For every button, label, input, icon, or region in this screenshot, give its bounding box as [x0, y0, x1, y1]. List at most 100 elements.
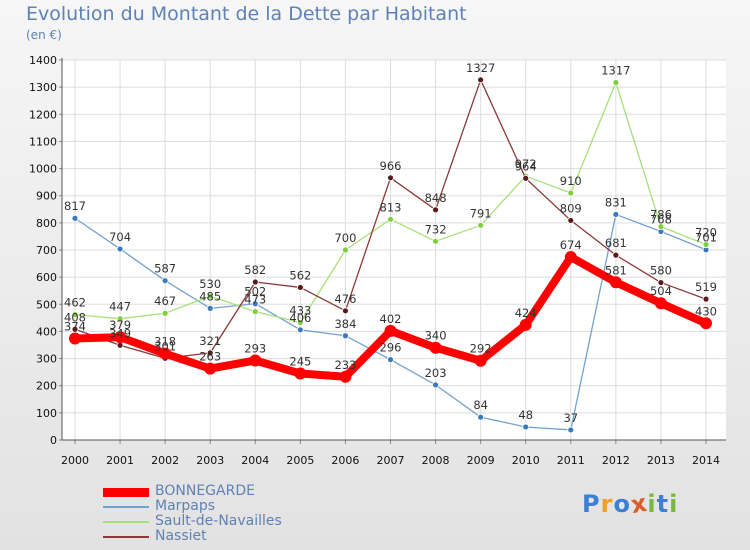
legend-label: BONNEGARDE — [155, 483, 255, 499]
data-label: 964 — [515, 159, 537, 173]
y-tick: 1300 — [29, 81, 62, 94]
data-label: 462 — [64, 296, 86, 310]
data-label: 402 — [380, 312, 402, 326]
x-tick: 2000 — [61, 440, 89, 467]
data-point — [159, 347, 172, 360]
data-point — [296, 284, 304, 291]
x-tick: 2005 — [286, 440, 314, 467]
data-point — [204, 362, 217, 375]
data-label: 530 — [199, 277, 221, 291]
y-tick-label: 0 — [50, 434, 57, 447]
data-point — [567, 189, 575, 197]
y-tick: 1100 — [29, 135, 62, 148]
data-label: 430 — [695, 304, 717, 318]
data-label: 318 — [154, 335, 176, 349]
logo-letter: P — [582, 490, 601, 518]
data-point — [387, 356, 394, 364]
x-tick-label: 2002 — [151, 454, 179, 467]
data-label: 786 — [650, 208, 672, 222]
x-tick-label: 2006 — [331, 454, 359, 467]
y-tick-label: 600 — [36, 271, 57, 284]
data-label: 502 — [244, 285, 266, 299]
logo-letter: i — [647, 490, 657, 518]
data-label: 720 — [695, 226, 717, 240]
x-tick: 2002 — [151, 440, 179, 467]
data-point — [206, 292, 214, 300]
data-point — [522, 174, 530, 182]
data-point — [251, 300, 259, 308]
x-tick: 2003 — [196, 440, 224, 467]
data-point — [251, 278, 259, 286]
y-tick-label: 1200 — [29, 108, 57, 121]
data-label: 37 — [563, 411, 578, 425]
y-tick: 700 — [36, 244, 62, 257]
x-tick-label: 2005 — [286, 454, 314, 467]
data-point — [477, 76, 485, 84]
data-label: 424 — [515, 306, 537, 320]
data-point — [161, 309, 169, 317]
x-tick: 2007 — [377, 440, 405, 467]
data-label: 562 — [289, 268, 311, 282]
data-label: 473 — [244, 293, 266, 307]
data-label: 701 — [695, 231, 717, 245]
data-label: 848 — [425, 191, 447, 205]
data-point — [384, 324, 397, 337]
grid — [62, 59, 726, 441]
data-label: 406 — [289, 311, 311, 325]
data-point — [69, 332, 81, 345]
y-tick: 500 — [36, 298, 62, 311]
data-label: 447 — [109, 300, 131, 314]
y-tick-label: 1300 — [29, 81, 57, 94]
data-point — [432, 206, 439, 214]
proxiti-logo: Proxiti — [582, 489, 678, 519]
logo-letter: r — [600, 490, 614, 518]
x-tick: 2013 — [647, 440, 675, 467]
data-point — [474, 354, 487, 367]
data-label: 293 — [244, 341, 266, 355]
data-point — [116, 341, 124, 349]
data-label: 296 — [380, 341, 402, 355]
data-label: 433 — [289, 303, 311, 317]
data-label: 732 — [425, 222, 447, 236]
x-tick-label: 2011 — [557, 454, 585, 467]
x-tick: 2006 — [331, 440, 359, 467]
y-tick: 400 — [36, 325, 62, 338]
chart-subtitle: (en €) — [26, 28, 62, 42]
legend-swatch — [103, 506, 149, 508]
data-point — [657, 279, 665, 286]
x-tick: 2011 — [557, 440, 585, 467]
data-label: 233 — [334, 358, 356, 372]
data-label: 379 — [109, 318, 131, 332]
data-label: 681 — [605, 236, 627, 250]
data-label: 263 — [199, 350, 221, 364]
y-tick: 1400 — [29, 54, 62, 67]
x-tick-label: 2010 — [512, 454, 540, 467]
data-point — [296, 326, 304, 334]
data-label: 408 — [64, 310, 86, 324]
axes: 0 100 200 300 400 500 600 700 800 900 1000 1100 1200… — [29, 54, 726, 467]
data-point — [567, 426, 575, 434]
y-tick: 100 — [36, 407, 62, 420]
x-tick: 2014 — [692, 440, 720, 467]
legend-label: Marpaps — [155, 498, 216, 514]
y-tick-label: 100 — [36, 407, 57, 420]
x-tick: 2010 — [512, 440, 540, 467]
data-point — [519, 318, 532, 331]
data-point — [477, 413, 485, 421]
data-point — [564, 251, 577, 264]
data-label: 340 — [425, 329, 447, 343]
data-label: 349 — [109, 326, 131, 340]
data-label: 817 — [64, 199, 86, 213]
y-tick: 600 — [36, 271, 62, 284]
legend-label: Nassiet — [155, 528, 207, 544]
data-label: 321 — [199, 334, 221, 348]
y-tick: 200 — [36, 380, 62, 393]
data-label: 1317 — [601, 64, 630, 78]
x-tick-label: 2009 — [467, 454, 495, 467]
logo-letter: t — [656, 490, 670, 518]
data-point — [612, 251, 620, 259]
data-point — [429, 341, 442, 354]
data-point — [522, 423, 530, 431]
data-label: 504 — [650, 284, 672, 298]
